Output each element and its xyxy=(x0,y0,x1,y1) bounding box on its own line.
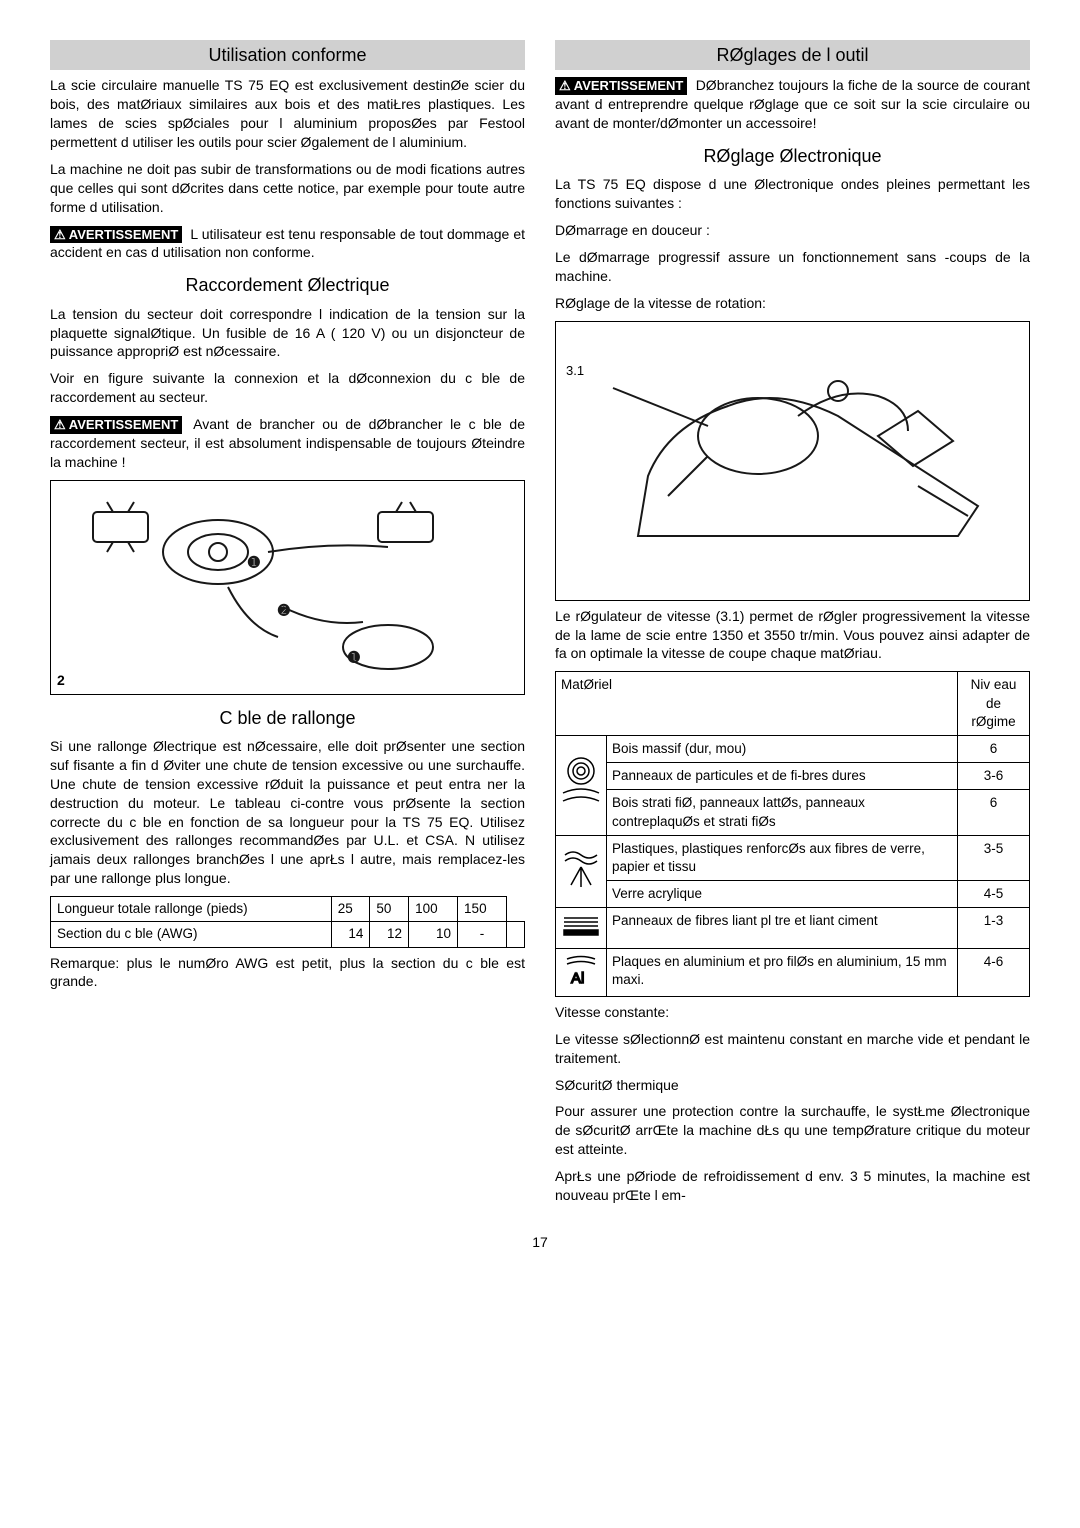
cell: 12 xyxy=(370,922,409,947)
table-row: Bois strati fiØ, panneaux lattØs, pannea… xyxy=(556,790,1030,835)
warning-badge: AVERTISSEMENT xyxy=(50,226,182,244)
svg-text:➊: ➊ xyxy=(347,649,360,665)
cell: 4-6 xyxy=(958,948,1030,996)
figure-label: 3.1 xyxy=(566,362,584,380)
table-row: Plastiques, plastiques renforcØs aux fib… xyxy=(556,835,1030,880)
cell: Panneaux de fibres liant pl tre et liant… xyxy=(607,908,958,948)
cable-table: Longueur totale rallonge (pieds) 25 50 1… xyxy=(50,896,525,947)
material-icon-aluminium: Al xyxy=(556,948,607,996)
table-row: Bois massif (dur, mou) 6 xyxy=(556,735,1030,762)
material-table: MatØriel Niv eau de rØgime Bois massif (… xyxy=(555,671,1030,997)
cell xyxy=(507,922,525,947)
para: Pour assurer une protection contre la su… xyxy=(555,1102,1030,1159)
svg-text:➊: ➊ xyxy=(247,554,260,570)
para: La TS 75 EQ dispose d une Ølectronique o… xyxy=(555,175,1030,213)
para: DØmarrage en douceur : xyxy=(555,221,1030,240)
connector-illustration-icon: ➊ ➋ ➊ xyxy=(78,497,498,677)
heading-reglages: RØglages de l outil xyxy=(555,40,1030,70)
para: Remarque: plus le numØro AWG est petit, … xyxy=(50,954,525,992)
heading-raccordement: Raccordement Ølectrique xyxy=(50,270,525,300)
table-row: Verre acrylique 4-5 xyxy=(556,881,1030,908)
cell: 3-6 xyxy=(958,763,1030,790)
header-cell: MatØriel xyxy=(556,672,958,736)
cell: 1-3 xyxy=(958,908,1030,948)
heading-electronique: RØglage Ølectronique xyxy=(555,141,1030,171)
cell: 50 xyxy=(370,897,409,922)
table-row: Longueur totale rallonge (pieds) 25 50 1… xyxy=(51,897,525,922)
cell: Verre acrylique xyxy=(607,881,958,908)
figure-2: ➊ ➋ ➊ 2 xyxy=(50,480,525,695)
svg-text:Al: Al xyxy=(571,970,584,987)
para: AVERTISSEMENT L utilisateur est tenu res… xyxy=(50,225,525,263)
para: Le rØgulateur de vitesse (3.1) permet de… xyxy=(555,607,1030,664)
right-column: RØglages de l outil AVERTISSEMENT DØbran… xyxy=(555,40,1030,1213)
figure-3: 3.1 xyxy=(555,321,1030,601)
para: La tension du secteur doit correspondre … xyxy=(50,305,525,362)
cell: Longueur totale rallonge (pieds) xyxy=(51,897,332,922)
table-row: Panneaux de fibres liant pl tre et liant… xyxy=(556,908,1030,948)
para: RØglage de la vitesse de rotation: xyxy=(555,294,1030,313)
para: Le vitesse sØlectionnØ est maintenu cons… xyxy=(555,1030,1030,1068)
table-row: Section du c ble (AWG) 14 12 10 - xyxy=(51,922,525,947)
para: SØcuritØ thermique xyxy=(555,1076,1030,1095)
cell: Bois strati fiØ, panneaux lattØs, pannea… xyxy=(607,790,958,835)
para: Si une rallonge Ølectrique est nØcessair… xyxy=(50,737,525,888)
cell: 4-5 xyxy=(958,881,1030,908)
para: Voir en figure suivante la connexion et … xyxy=(50,369,525,407)
material-icon-plastic xyxy=(556,835,607,908)
cell: Section du c ble (AWG) xyxy=(51,922,332,947)
para: AVERTISSEMENT DØbranchez toujours la fic… xyxy=(555,76,1030,133)
cell: 100 xyxy=(409,897,458,922)
svg-text:➋: ➋ xyxy=(277,602,290,618)
cell: Plastiques, plastiques renforcØs aux fib… xyxy=(607,835,958,880)
cell: 3-5 xyxy=(958,835,1030,880)
cell: 150 xyxy=(458,897,507,922)
table-row: Panneaux de particules et de fi-bres dur… xyxy=(556,763,1030,790)
cell: 14 xyxy=(331,922,370,947)
header-cell: Niv eau de rØgime xyxy=(958,672,1030,736)
para: AVERTISSEMENT Avant de brancher ou de dØ… xyxy=(50,415,525,472)
cell: Bois massif (dur, mou) xyxy=(607,735,958,762)
cell: 6 xyxy=(958,735,1030,762)
table-row: MatØriel Niv eau de rØgime xyxy=(556,672,1030,736)
para: Vitesse constante: xyxy=(555,1003,1030,1022)
para: La machine ne doit pas subir de transfor… xyxy=(50,160,525,217)
table-row: Al Plaques en aluminium et pro filØs en … xyxy=(556,948,1030,996)
cell: - xyxy=(458,922,507,947)
cell: Panneaux de particules et de fi-bres dur… xyxy=(607,763,958,790)
warning-badge: AVERTISSEMENT xyxy=(555,77,687,95)
heading-utilisation: Utilisation conforme xyxy=(50,40,525,70)
para: La scie circulaire manuelle TS 75 EQ est… xyxy=(50,76,525,152)
para: AprŁs une pØriode de refroidissement d e… xyxy=(555,1167,1030,1205)
heading-cable: C ble de rallonge xyxy=(50,703,525,733)
cell: Plaques en aluminium et pro filØs en alu… xyxy=(607,948,958,996)
figure-label: 2 xyxy=(57,671,65,690)
left-column: Utilisation conforme La scie circulaire … xyxy=(50,40,525,1213)
cell: 10 xyxy=(409,922,458,947)
saw-illustration-icon xyxy=(578,336,1008,586)
cell: 25 xyxy=(331,897,370,922)
page-number: 17 xyxy=(50,1233,1030,1252)
cell: 6 xyxy=(958,790,1030,835)
material-icon-fiber xyxy=(556,908,607,948)
warning-badge: AVERTISSEMENT xyxy=(50,416,182,434)
para: Le dØmarrage progressif assure un foncti… xyxy=(555,248,1030,286)
material-icon-wood xyxy=(556,735,607,835)
